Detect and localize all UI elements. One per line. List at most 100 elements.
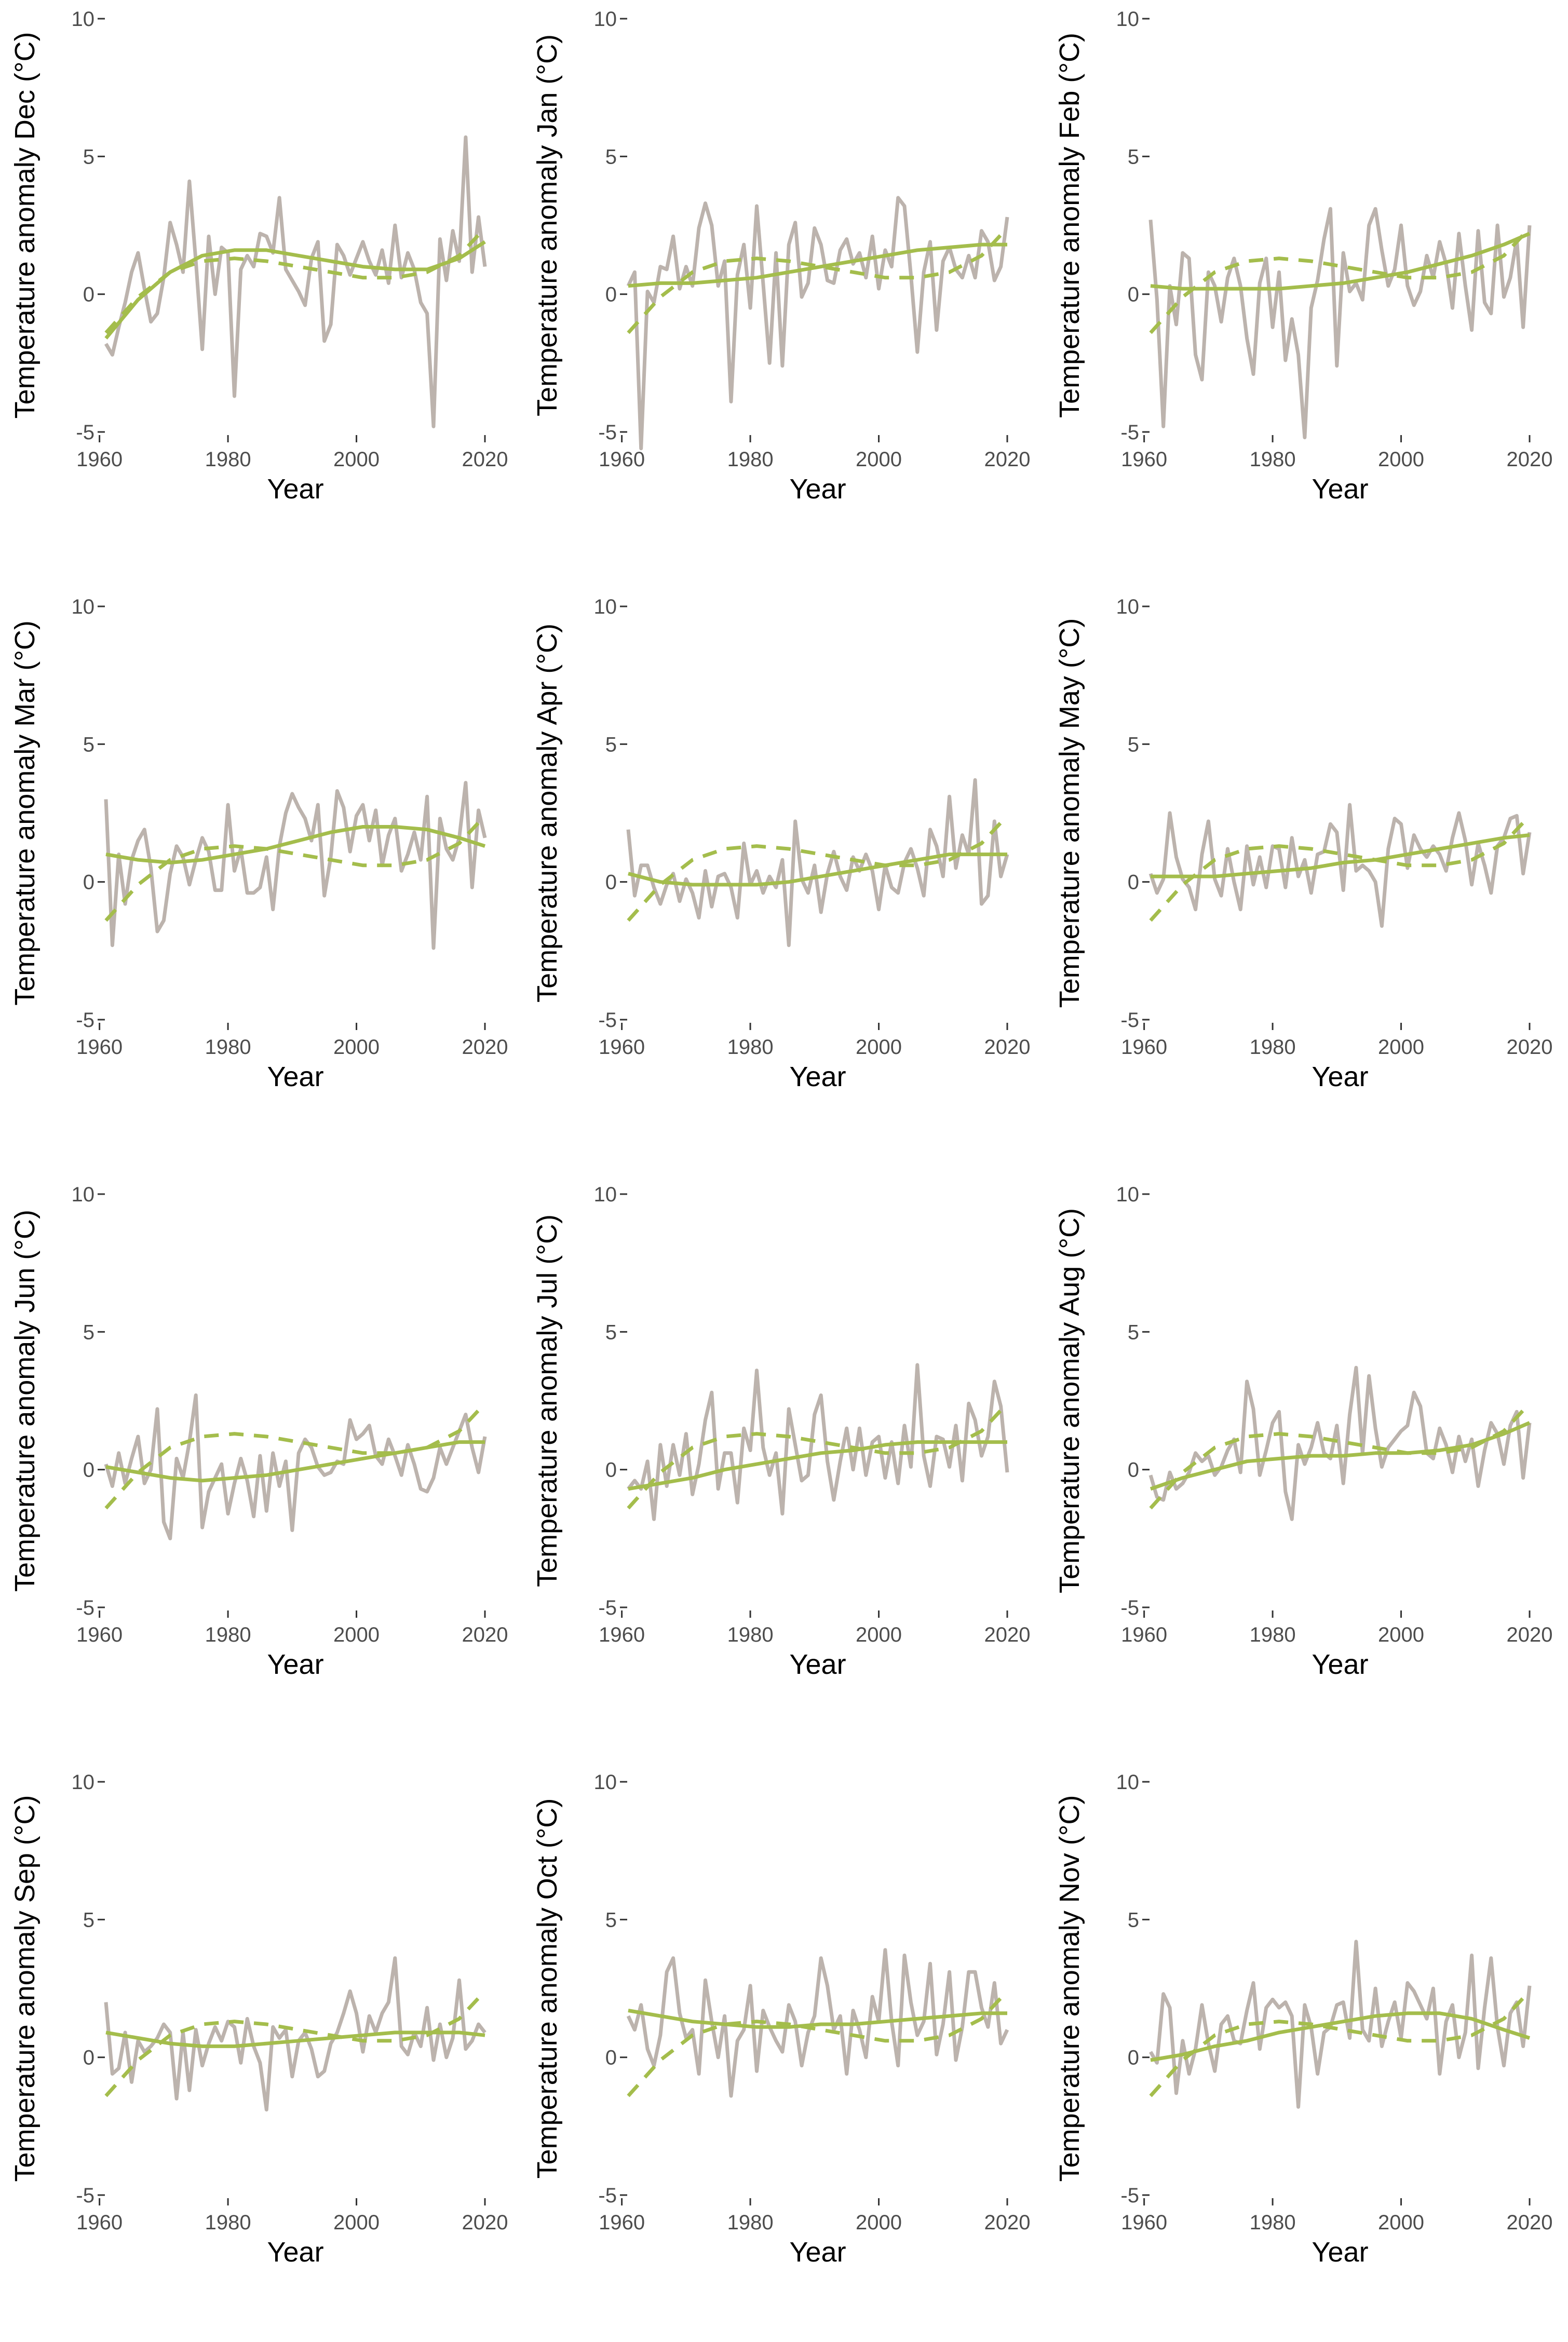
- y-tick-label: 0: [605, 1459, 617, 1482]
- y-tick-label: 5: [1128, 1908, 1139, 1931]
- chart-panel-nov: -5 0 5 10 1960 1980 2000 2020 Year Temperature an…: [1045, 1763, 1567, 2342]
- y-tick-label: 10: [1116, 8, 1140, 31]
- x-tick-label: 1980: [205, 1036, 251, 1059]
- x-tick-label: 2020: [984, 448, 1031, 471]
- series-line-reference: [1149, 1989, 1531, 2097]
- y-tick-label: 10: [594, 1771, 617, 1794]
- y-tick-label: 10: [72, 1183, 95, 1206]
- chart-svg: -5 0 5 10 1960 1980 2000 2020 Year Temperature an…: [9, 1183, 508, 1680]
- x-tick-label: 1980: [727, 448, 774, 471]
- chart-svg: -5 0 5 10 1960 1980 2000 2020 Year Temperature an…: [1054, 1771, 1553, 2268]
- x-tick-label: 2000: [856, 2211, 902, 2234]
- y-tick-label: 0: [83, 1459, 94, 1482]
- y-tick-label: 0: [83, 283, 94, 306]
- x-tick-label: 1980: [1250, 448, 1296, 471]
- x-tick-label: 1960: [76, 448, 123, 471]
- series-line-observed: [104, 1393, 487, 1540]
- chart-panel-sep: -5 0 5 10 1960 1980 2000 2020 Year Temperature an…: [0, 1763, 522, 2342]
- x-tick-label: 2020: [462, 1623, 508, 1646]
- series-line-observed: [626, 778, 1009, 947]
- x-tick-label: 2000: [1378, 1036, 1424, 1059]
- chart-svg: -5 0 5 10 1960 1980 2000 2020 Year Temperature an…: [9, 595, 508, 1092]
- series-line-trend: [1151, 833, 1530, 878]
- y-tick-label: 0: [605, 871, 617, 894]
- x-tick-label: 1980: [1250, 1036, 1296, 1059]
- x-tick-label: 1980: [727, 1036, 774, 1059]
- y-tick-label: 5: [605, 1908, 617, 1931]
- y-tick-label: 0: [605, 2047, 617, 2069]
- chart-svg: -5 0 5 10 1960 1980 2000 2020 Year Temperature an…: [1054, 1183, 1552, 1680]
- chart-svg: -5 0 5 10 1960 1980 2000 2020 Year Temperature an…: [9, 1771, 508, 2268]
- series-line-reference: [627, 814, 1009, 922]
- series-line-trend: [1150, 2011, 1531, 2062]
- series-line-trend: [105, 2030, 485, 2048]
- x-axis-title: Year: [789, 473, 846, 505]
- x-tick-label: 1960: [1121, 1623, 1167, 1646]
- series-line-observed: [627, 1363, 1009, 1521]
- x-tick-label: 1960: [599, 448, 645, 471]
- x-axis-title: Year: [267, 1649, 323, 1680]
- chart-panel-feb: -5 0 5 10 1960 1980 2000 2020 Year Temperature an…: [1045, 0, 1567, 579]
- series-line-trend: [105, 1440, 485, 1483]
- chart-svg: -5 0 5 10 1960 1980 2000 2020 Year Temperature an…: [9, 8, 508, 505]
- chart-panel-dec: -5 0 5 10 1960 1980 2000 2020 Year Temperature an…: [0, 0, 522, 579]
- y-tick-label: -5: [1120, 2184, 1139, 2207]
- series-line-reference: [627, 1989, 1009, 2097]
- y-tick-label: 5: [1128, 145, 1139, 168]
- x-tick-label: 2020: [1507, 2211, 1553, 2234]
- x-tick-label: 2000: [856, 1623, 902, 1646]
- chart-svg: -5 0 5 10 1960 1980 2000 2020 Year Temperature an…: [532, 1771, 1031, 2268]
- series-line-trend: [628, 2009, 1007, 2029]
- y-tick-label: 10: [1116, 595, 1140, 618]
- series-line-trend: [628, 1440, 1007, 1491]
- y-axis-title: Temperature anomaly Dec (°C): [9, 32, 40, 419]
- y-tick-label: 5: [83, 1321, 94, 1344]
- x-axis-title: Year: [789, 2237, 846, 2268]
- y-tick-label: 10: [594, 1183, 617, 1206]
- y-axis-title: Temperature anomaly Jan (°C): [532, 34, 563, 416]
- y-tick-label: -5: [76, 1596, 94, 1619]
- x-tick-label: 2000: [333, 1623, 380, 1646]
- x-tick-label: 1960: [1121, 448, 1167, 471]
- x-tick-label: 1960: [599, 1036, 645, 1059]
- y-tick-label: 0: [605, 283, 617, 306]
- series-line-observed: [1148, 803, 1532, 928]
- series-line-observed: [104, 1956, 486, 2111]
- series-line-observed: [104, 135, 487, 428]
- series-line-observed: [1148, 1940, 1532, 2109]
- y-tick-label: -5: [598, 1596, 617, 1619]
- chart-panel-may: -5 0 5 10 1960 1980 2000 2020 Year Temperature an…: [1045, 588, 1567, 1167]
- series-line-reference: [1149, 226, 1531, 334]
- x-tick-label: 2000: [1378, 2211, 1424, 2234]
- x-tick-label: 1980: [205, 1623, 251, 1646]
- y-tick-label: 0: [1128, 871, 1139, 894]
- series-line-reference: [1149, 1402, 1531, 1510]
- x-tick-label: 2000: [856, 1036, 902, 1059]
- y-tick-label: 10: [594, 8, 617, 31]
- x-axis-title: Year: [1312, 1061, 1368, 1092]
- series-line-observed: [626, 196, 1009, 451]
- y-tick-label: 5: [1128, 1321, 1139, 1344]
- x-tick-label: 2020: [984, 2211, 1031, 2234]
- y-tick-label: 0: [83, 871, 94, 894]
- x-tick-label: 1960: [1121, 2211, 1167, 2234]
- series-line-trend: [105, 825, 486, 864]
- chart-svg: -5 0 5 10 1960 1980 2000 2020 Year Temperature an…: [532, 595, 1030, 1092]
- series-line-trend: [1150, 232, 1531, 291]
- x-axis-title: Year: [789, 1649, 846, 1680]
- y-tick-label: 5: [83, 145, 94, 168]
- x-tick-label: 1980: [727, 1623, 774, 1646]
- y-tick-label: 10: [72, 595, 95, 618]
- series-line-trend: [1150, 1421, 1531, 1491]
- y-axis-title: Temperature anomaly May (°C): [1054, 618, 1085, 1008]
- x-tick-label: 2000: [856, 448, 902, 471]
- x-tick-label: 1960: [1121, 1036, 1167, 1059]
- x-tick-label: 2020: [462, 1036, 508, 1059]
- chart-panel-jul: -5 0 5 10 1960 1980 2000 2020 Year Temperature an…: [522, 1175, 1045, 1754]
- x-axis-title: Year: [789, 1061, 846, 1092]
- y-axis-title: Temperature anomaly Mar (°C): [9, 620, 40, 1006]
- chart-panel-jun: -5 0 5 10 1960 1980 2000 2020 Year Temperature an…: [0, 1175, 522, 1754]
- chart-panel-aug: -5 0 5 10 1960 1980 2000 2020 Year Temperature an…: [1045, 1175, 1567, 1754]
- y-axis-title: Temperature anomaly Sep (°C): [9, 1795, 40, 2182]
